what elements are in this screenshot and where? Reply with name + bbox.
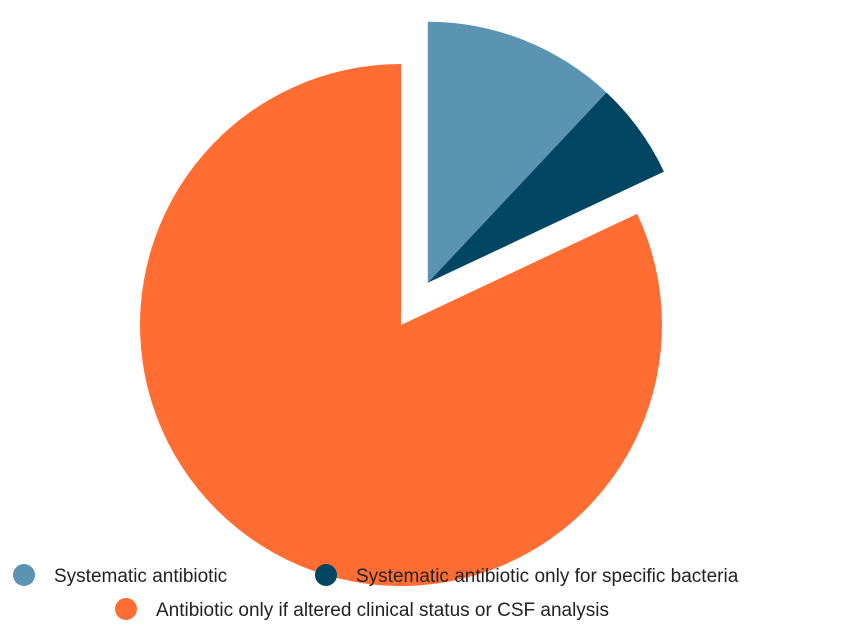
pie-slices: [140, 21, 664, 586]
pie-slice-2[interactable]: [140, 64, 663, 586]
legend-marker: [315, 564, 337, 586]
legend-label: Systematic antibiotic only for specific …: [356, 566, 739, 587]
legend-label: Antibiotic only if altered clinical stat…: [156, 600, 609, 621]
legend-marker: [115, 598, 137, 620]
pie-slice-1[interactable]: [427, 92, 664, 283]
pie-slice-0[interactable]: [427, 21, 607, 283]
legend-item-altered-clinical-status[interactable]: Antibiotic only if altered clinical stat…: [115, 598, 609, 621]
legend-label: Systematic antibiotic: [54, 566, 227, 587]
legend-item-specific-bacteria[interactable]: Systematic antibiotic only for specific …: [315, 564, 739, 587]
legend-marker: [13, 564, 35, 586]
legend: Systematic antibiotic Systematic antibio…: [13, 564, 739, 621]
legend-item-systematic-antibiotic[interactable]: Systematic antibiotic: [13, 564, 227, 587]
